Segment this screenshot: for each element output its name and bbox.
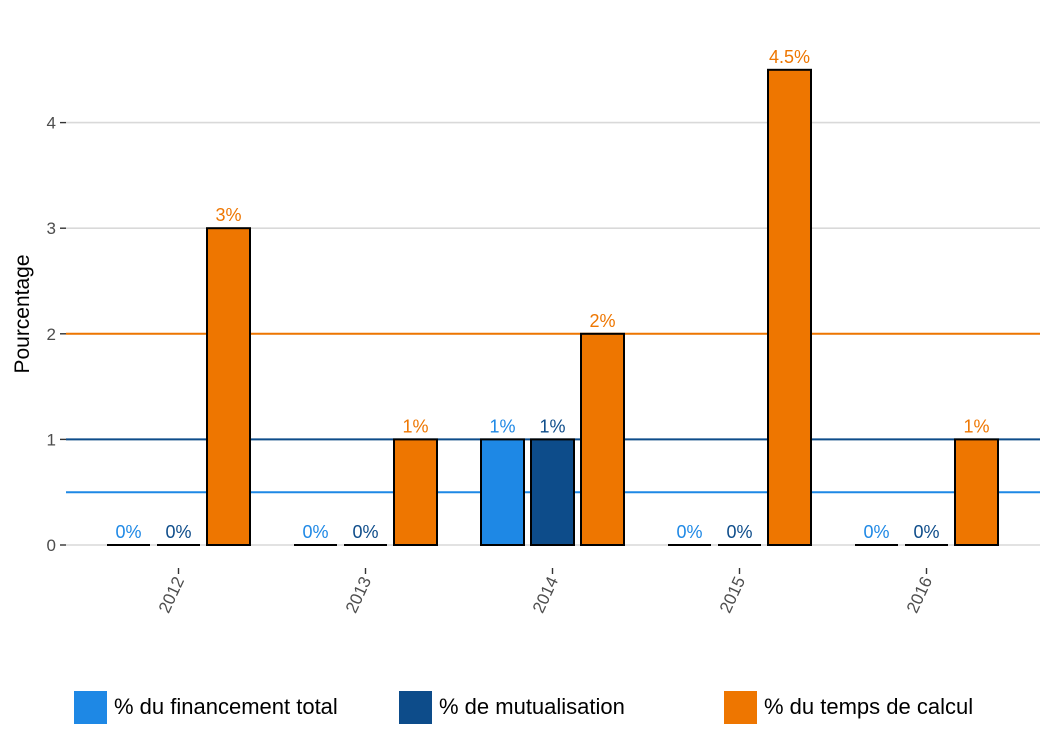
- data-label-2013-series-0: 0%: [302, 522, 328, 542]
- bar-2016-series-2: [954, 438, 999, 546]
- data-label-2012-series-1: 0%: [165, 522, 191, 542]
- y-tick-label-3: 3: [47, 219, 56, 238]
- legend-item-temps-calcul: % du temps de calcul: [724, 690, 973, 724]
- data-labels: 0% 0% 3% 0% 0% 1% 1% 1% 2% 0% 0% 4.5% 0% 0% 1%: [115, 47, 989, 542]
- data-label-2013-series-2: 1%: [402, 416, 428, 436]
- x-tick-label-2016: 2016: [903, 574, 936, 616]
- x-tick-label-2014: 2014: [529, 574, 562, 616]
- y-tick-label-1: 1: [47, 430, 56, 449]
- bar-2012-series-2: [206, 227, 251, 546]
- data-label-2015-series-1: 0%: [726, 522, 752, 542]
- bar-2014-series-2: [580, 332, 625, 546]
- legend-item-mutualisation: % de mutualisation: [399, 690, 625, 724]
- data-label-2014-series-0: 1%: [489, 416, 515, 436]
- y-axis-label: Pourcentage: [11, 254, 34, 373]
- bars: [107, 68, 999, 547]
- data-label-2013-series-1: 0%: [352, 522, 378, 542]
- data-label-2015-series-0: 0%: [676, 522, 702, 542]
- y-tick-label-4: 4: [47, 114, 56, 133]
- data-label-2015-series-2: 4.5%: [769, 47, 810, 67]
- y-tick-label-0: 0: [47, 536, 56, 555]
- x-axis: 2012 2013 2014 2015 2016: [155, 568, 936, 616]
- legend-swatch-temps-calcul: [724, 690, 757, 724]
- bar-2014-series-0: [480, 438, 525, 546]
- legend-label-temps-calcul: % du temps de calcul: [764, 694, 974, 719]
- x-tick-label-2013: 2013: [342, 574, 375, 616]
- data-label-2014-series-1: 1%: [539, 416, 565, 436]
- data-label-2016-series-2: 1%: [963, 416, 989, 436]
- legend-label-financement: % du financement total: [114, 694, 338, 719]
- x-tick-label-2012: 2012: [155, 574, 188, 616]
- legend-label-mutualisation: % de mutualisation: [439, 694, 625, 719]
- legend-item-financement: % du financement total: [74, 690, 338, 724]
- data-label-2016-series-1: 0%: [913, 522, 939, 542]
- legend-swatch-mutualisation: [399, 690, 432, 724]
- data-label-2012-series-0: 0%: [115, 522, 141, 542]
- bar-2014-series-1: [530, 438, 575, 546]
- data-label-2014-series-2: 2%: [589, 311, 615, 331]
- bar-2015-series-2: [767, 68, 812, 547]
- data-label-2012-series-2: 3%: [215, 205, 241, 225]
- y-tick-label-2: 2: [47, 325, 56, 344]
- data-label-2016-series-0: 0%: [863, 522, 889, 542]
- legend: % du financement total % de mutualisatio…: [0, 690, 1050, 730]
- bar-chart: 0% 0% 3% 0% 0% 1% 1% 1% 2% 0% 0% 4.5% 0% 0% 1% 0 1 2 3 4 2…: [11, 47, 1040, 616]
- bar-2013-series-2: [393, 438, 438, 546]
- y-axis: 0 1 2 3 4: [47, 114, 66, 555]
- x-tick-label-2015: 2015: [716, 574, 749, 616]
- legend-swatch-financement: [74, 690, 107, 724]
